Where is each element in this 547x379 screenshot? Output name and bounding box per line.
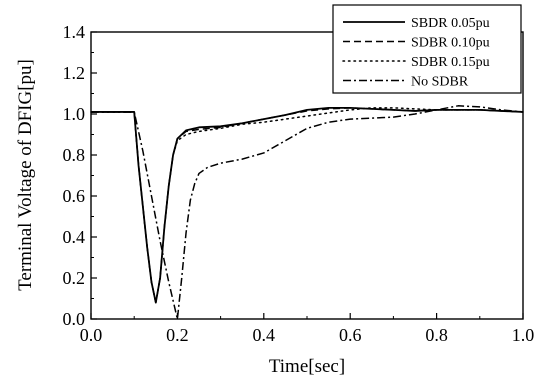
series-group xyxy=(90,105,524,320)
y-tick-label: 1.2 xyxy=(63,63,86,83)
y-tick-label: 1.4 xyxy=(63,22,86,42)
x-tick-label: 0.2 xyxy=(166,325,189,345)
series-line-1 xyxy=(91,106,524,304)
x-tick-label: 0.6 xyxy=(339,325,362,345)
y-tick-label: 0.6 xyxy=(63,186,86,206)
y-tick-label: 0.8 xyxy=(63,145,86,165)
legend-entry: No SDBR xyxy=(411,75,469,90)
legend: SBDR 0.05pu SDBR 0.10pu SDBR 0.15pu No SDBR xyxy=(332,4,522,94)
series-line-2 xyxy=(91,107,524,304)
legend-box xyxy=(332,4,522,94)
ticks-group: 0.0 0.2 0.4 0.6 0.8 1.0 0.0 0.2 0.4 0.6 0.8 1.0 1.2 1… xyxy=(63,22,535,345)
legend-entry: SDBR 0.15pu xyxy=(411,55,490,70)
y-tick-label: 0.2 xyxy=(63,268,86,288)
legend-entry: SBDR 0.05pu xyxy=(411,16,490,31)
y-tick-label: 0.4 xyxy=(63,227,86,247)
legend-entry: SDBR 0.10pu xyxy=(411,36,490,51)
x-axis-title: Time[sec] xyxy=(269,356,345,377)
y-tick-label: 0.0 xyxy=(63,309,86,329)
x-tick-label: 0.0 xyxy=(80,325,103,345)
x-tick-label: 0.4 xyxy=(253,325,276,345)
y-tick-label: 1.0 xyxy=(63,104,86,124)
x-tick-label: 1.0 xyxy=(512,325,535,345)
series-line-4 xyxy=(91,105,524,320)
y-axis-title: Terminal Voltage of DFIG[pu] xyxy=(15,59,36,291)
x-tick-label: 0.8 xyxy=(425,325,448,345)
series-line-3 xyxy=(90,107,524,304)
